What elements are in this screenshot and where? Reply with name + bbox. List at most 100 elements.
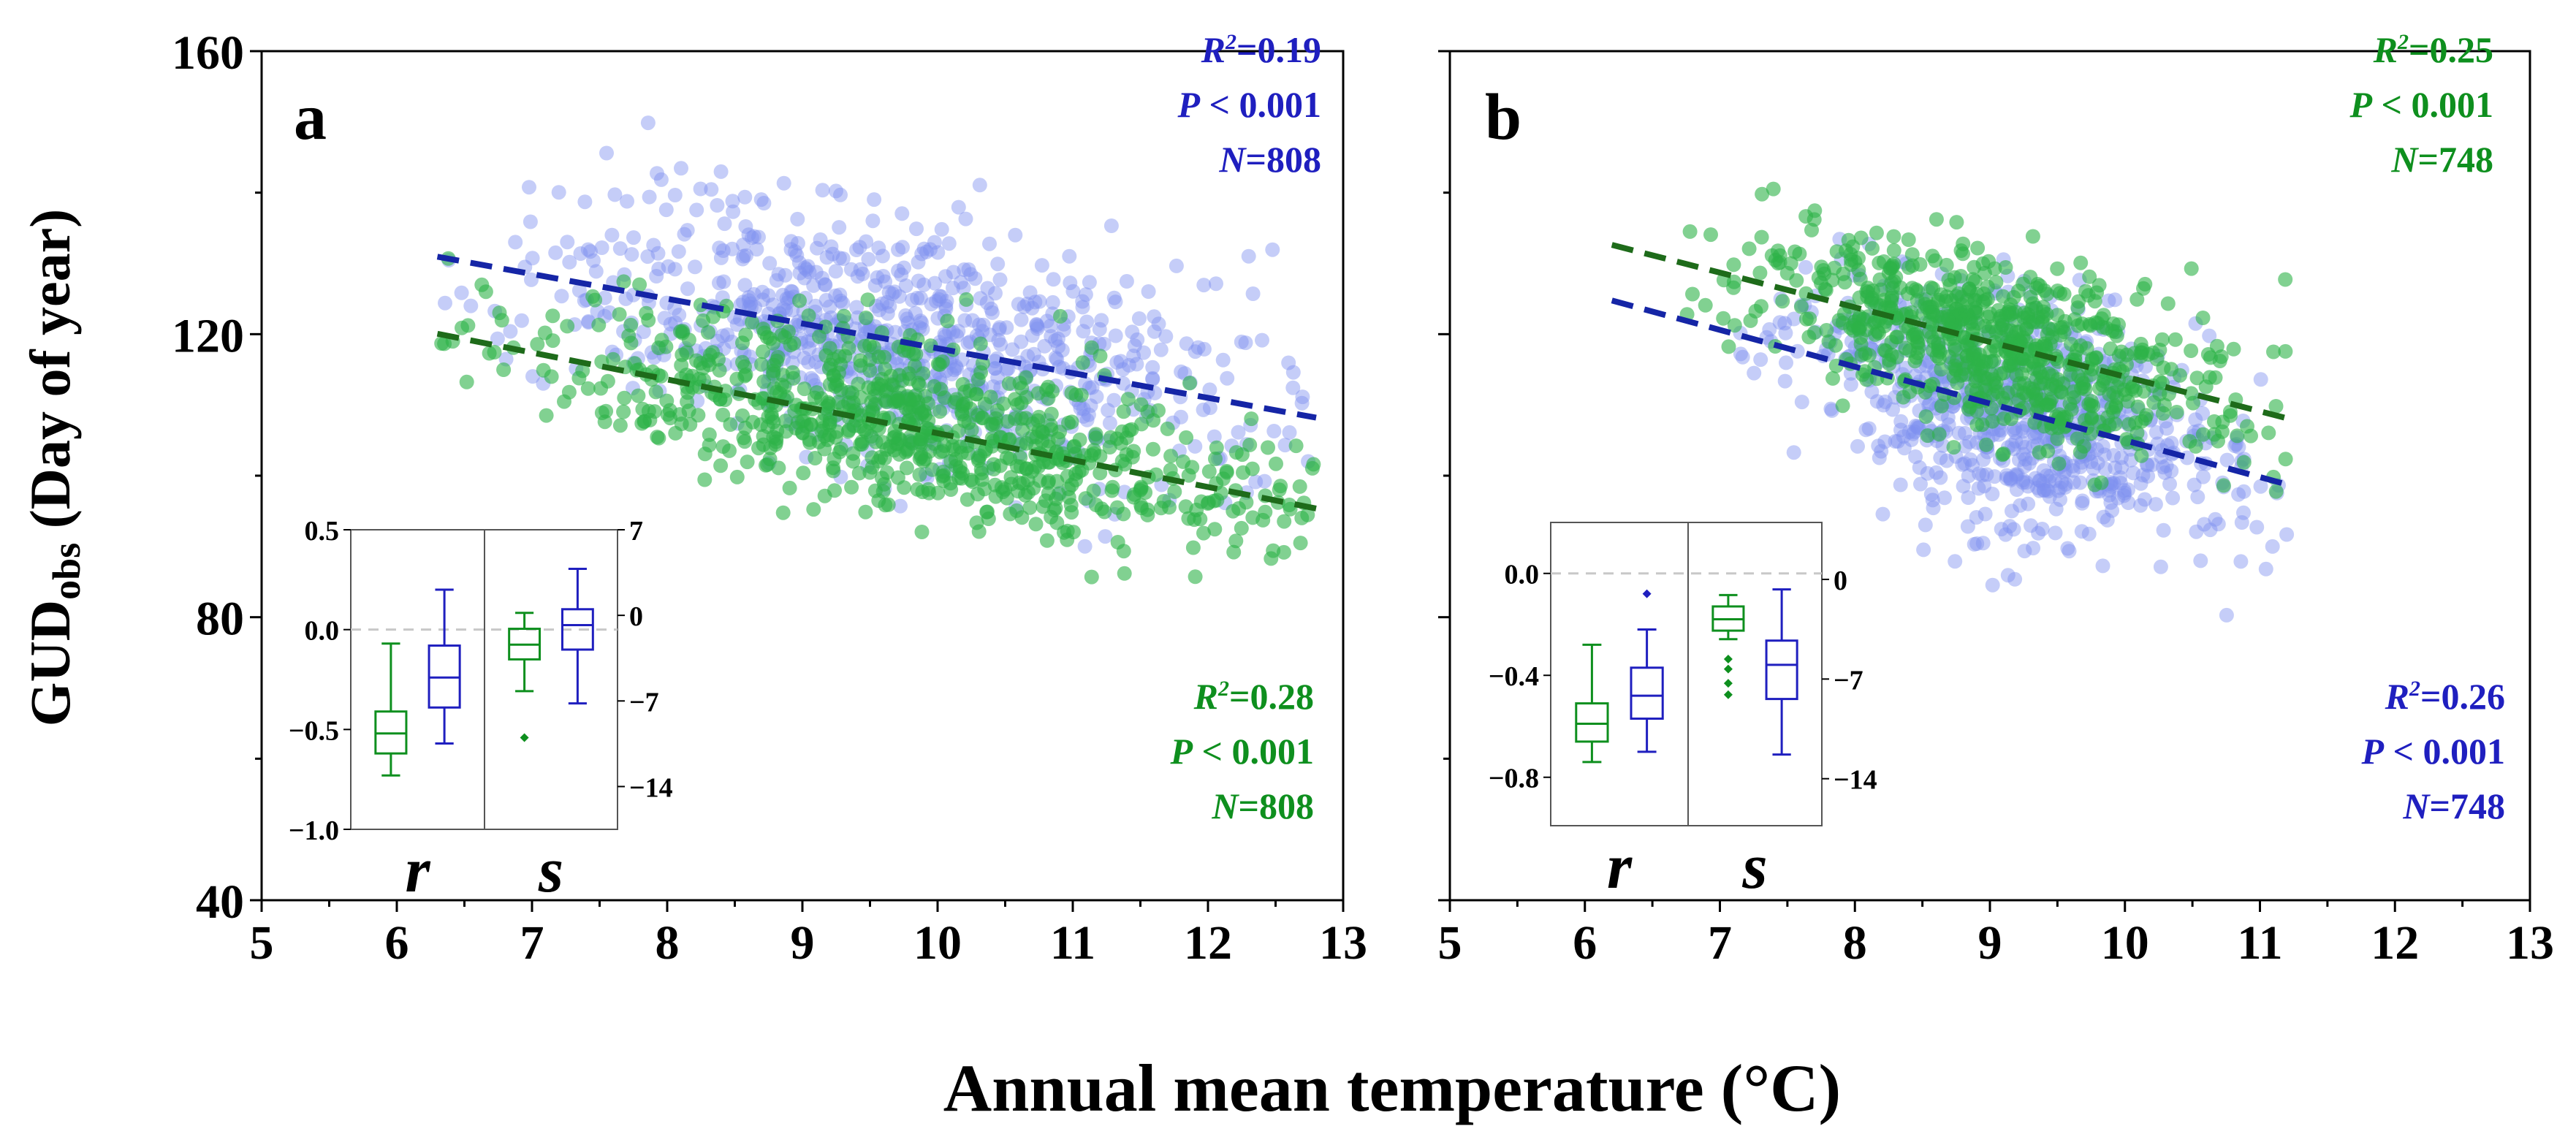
data-point-blue [756,292,770,308]
data-point-blue [1063,275,1078,291]
data-point-blue [960,335,976,351]
data-point-blue [746,229,761,244]
data-point-green [2084,351,2100,367]
data-point-blue [946,281,960,296]
data-point-blue [762,256,778,271]
data-point-blue [738,219,753,234]
data-point-blue [951,199,966,215]
data-point-blue [2189,524,2204,539]
data-point-blue [2032,473,2047,488]
data-point-blue [1220,370,1235,386]
data-point-green [723,417,738,432]
data-point-blue [867,278,883,293]
data-point-green [2198,379,2214,395]
r-squared-label: R2=0.28 [1193,676,1314,717]
data-point-blue [911,254,926,270]
data-point-blue [1075,294,1090,309]
data-point-blue [735,251,751,267]
data-point-green [2169,405,2184,419]
data-point-blue [649,269,664,284]
data-point-green [914,525,930,539]
data-point-blue [1079,412,1095,427]
r-squared-superscript: 2 [2409,677,2420,701]
data-point-blue [667,300,683,316]
data-point-blue [1127,338,1142,354]
data-point-blue [832,220,847,235]
data-point-blue [778,303,794,318]
data-point-blue [992,272,1008,287]
data-point-blue [2031,525,2046,541]
data-point-blue [2009,482,2024,497]
data-point-blue [815,270,830,286]
data-point-blue [1106,392,1122,408]
data-point-blue [954,352,970,368]
data-point-green [897,480,912,495]
data-point-blue [2157,465,2173,480]
data-point-green [1929,349,1945,364]
data-point-blue [726,204,741,219]
data-point-blue [2110,490,2126,506]
data-point-blue [810,240,824,256]
data-point-blue [2062,544,2077,559]
data-point-blue [870,270,885,285]
data-point-green [1084,340,1099,355]
data-point-blue [2015,473,2031,487]
data-point-blue [2032,483,2047,498]
data-point-blue [2236,484,2252,499]
data-point-green [816,421,831,435]
data-point-green [2050,431,2065,446]
data-point-blue [1971,481,1986,496]
data-point-blue [1962,434,1977,449]
data-point-blue [1234,334,1249,349]
data-point-green [1283,501,1298,517]
data-point-blue [850,269,865,284]
data-point-green [775,505,791,520]
data-point-blue [724,334,740,349]
data-point-green [763,441,778,456]
data-point-blue [1969,536,1985,551]
inset-group-label-s: s [538,835,563,906]
data-point-green [2268,484,2284,499]
data-point-green [754,357,769,372]
data-point-blue [2108,292,2123,308]
data-point-green [2266,344,2281,360]
data-point-blue [1083,398,1098,414]
data-point-green [1304,460,1320,476]
box-r-green [374,642,408,777]
data-point-blue [911,273,926,289]
data-point-blue [2233,554,2249,569]
data-point-blue [751,229,766,245]
data-point-blue [2121,482,2135,498]
data-point-blue [1022,285,1038,300]
data-point-blue [1169,258,1184,273]
data-point-blue [1029,316,1044,332]
data-point-green [2082,269,2097,284]
data-point-blue [2003,471,2018,487]
data-point-blue [1190,340,1206,355]
data-point-blue [2036,483,2051,498]
data-point-green [1939,257,1954,273]
data-point-blue [1078,376,1093,391]
data-point-green [745,414,761,430]
data-point-green [474,277,490,292]
r-squared-value: =0.19 [1236,29,1321,70]
data-point-green [1988,275,2004,290]
data-point-green [1741,241,1757,256]
x-axis-title: Annual mean temperature (°C) [943,1051,1841,1125]
data-point-green [1226,544,1242,560]
data-point-blue [1089,389,1104,404]
box-outlier [1642,589,1652,598]
data-point-blue [988,286,1003,301]
data-point-blue [577,194,593,210]
data-point-green [943,476,958,491]
data-point-green [1766,181,1781,197]
data-point-blue [1202,400,1217,415]
data-point-blue [749,242,764,257]
data-point-blue [1948,554,1963,569]
data-point-green [2029,370,2044,386]
data-point-green [853,390,868,405]
data-point-green [1036,499,1051,514]
data-point-blue [594,240,609,255]
data-point-blue [1231,425,1246,440]
